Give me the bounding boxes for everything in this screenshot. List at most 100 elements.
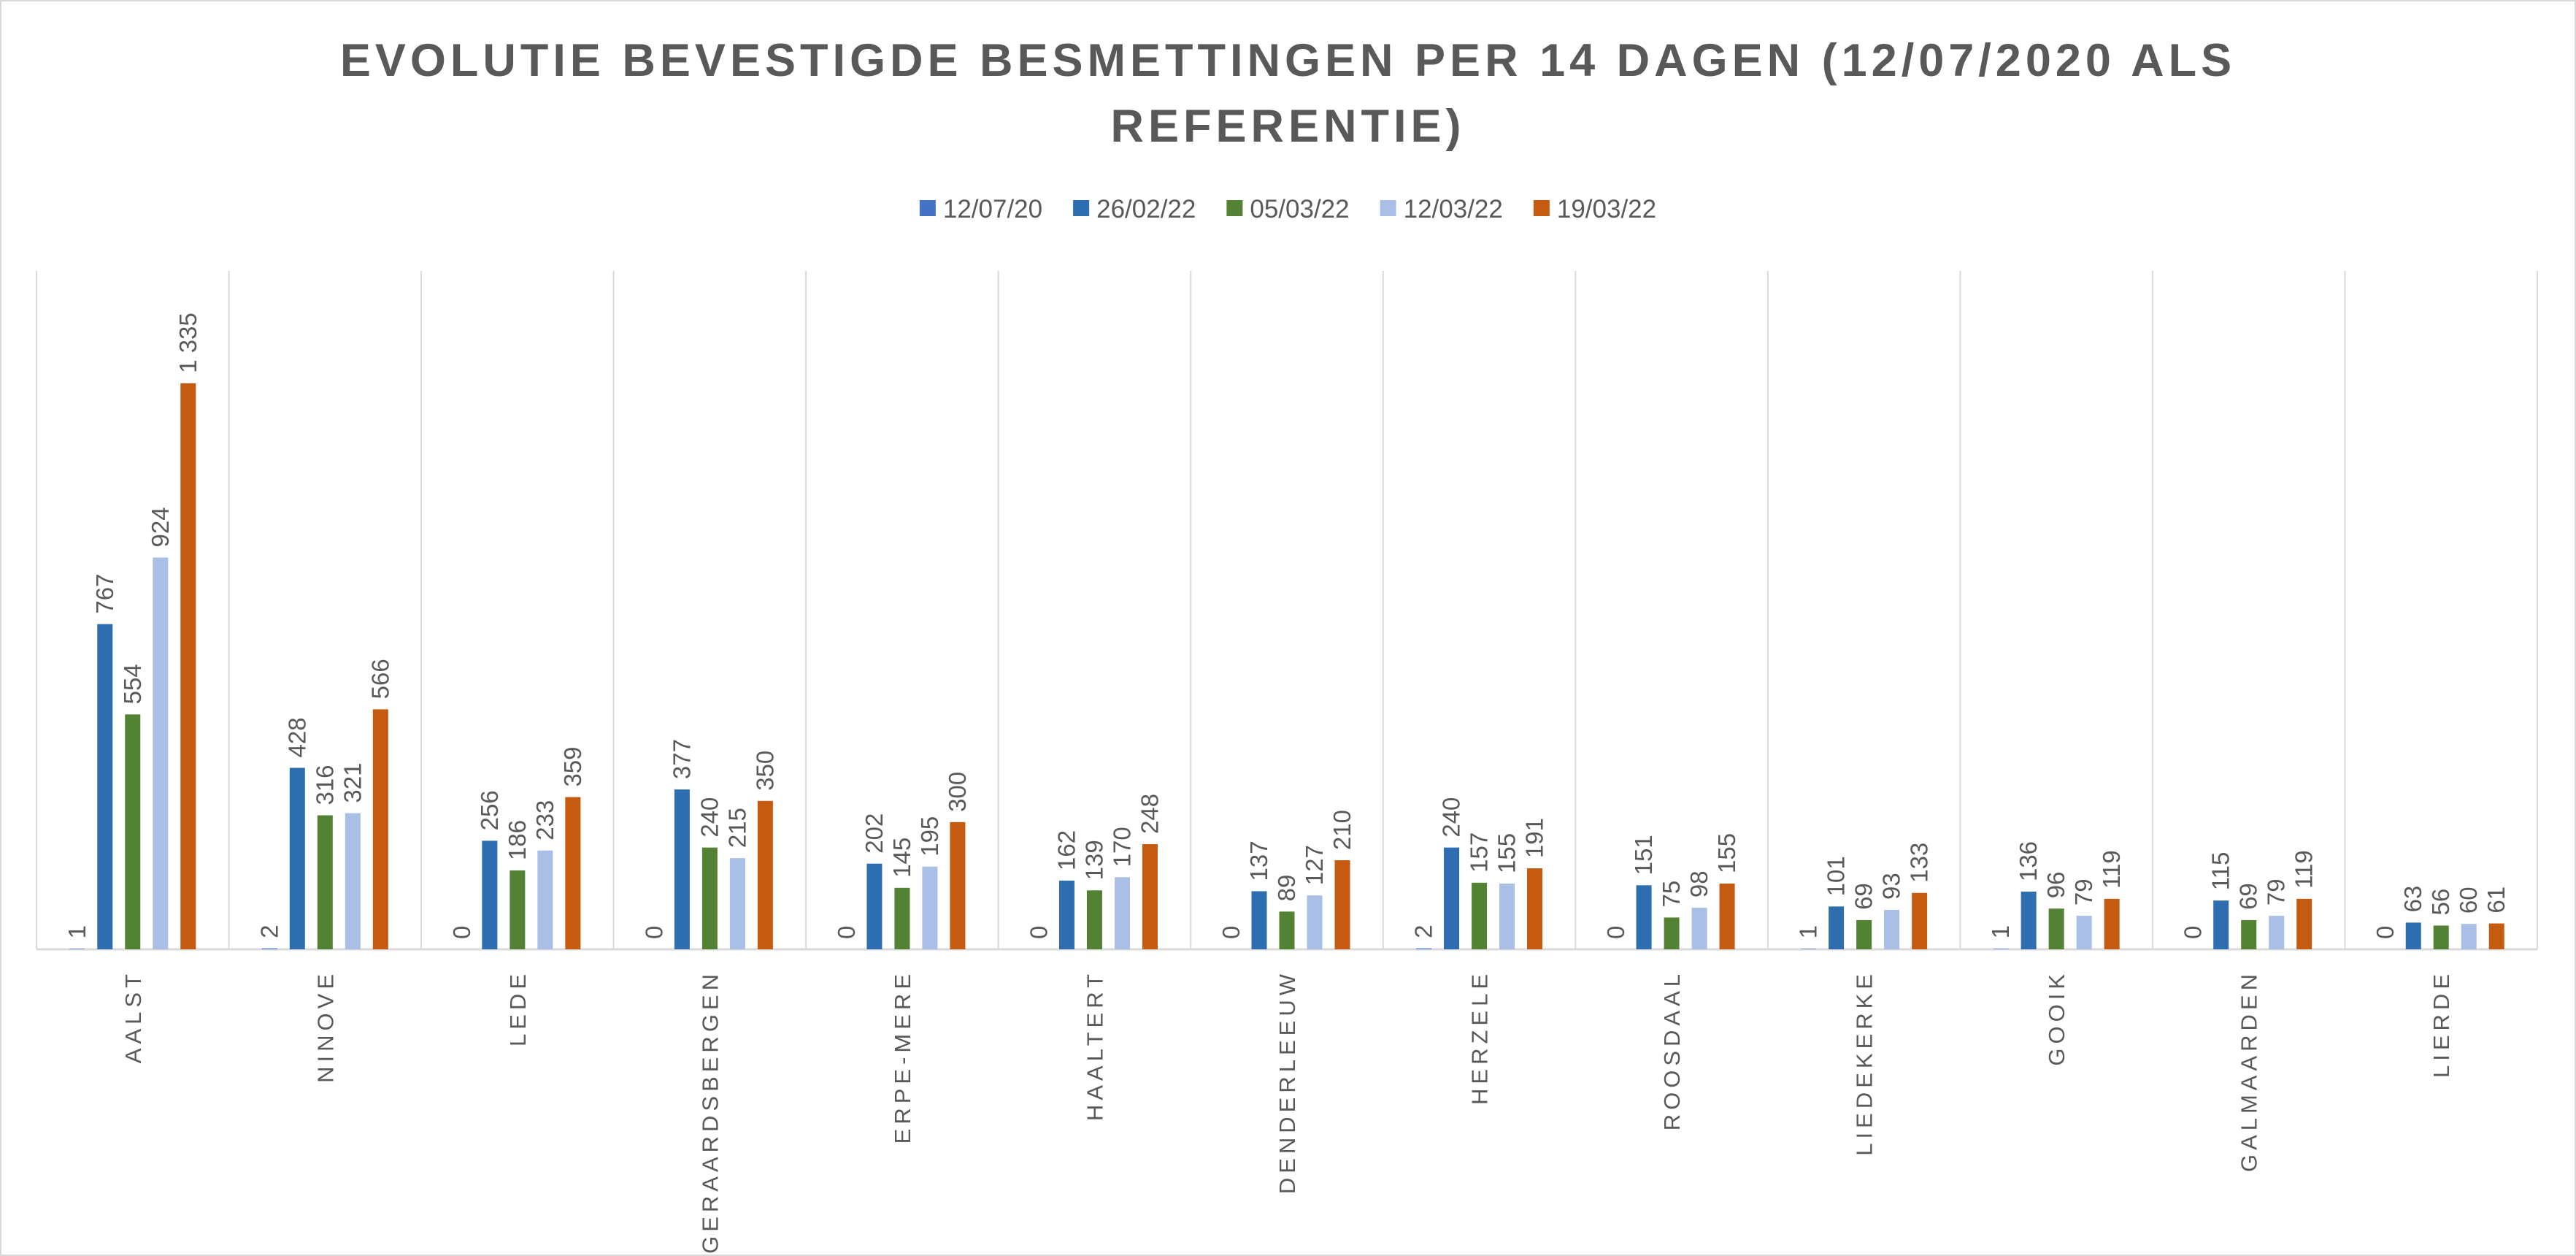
legend-swatch: [1226, 200, 1243, 216]
bar: [317, 815, 333, 949]
x-tick-label: NINOVE: [312, 970, 338, 1083]
data-label: 155: [1713, 833, 1740, 873]
x-tick-label: GERAARDSBERGEN: [697, 970, 723, 1254]
bar: [1279, 911, 1295, 949]
bar: [894, 887, 910, 949]
legend-swatch: [1533, 200, 1550, 216]
data-label: 115: [2207, 852, 2234, 891]
data-label: 554: [119, 664, 146, 704]
data-label: 139: [1080, 840, 1107, 880]
bar: [2488, 923, 2504, 949]
bar: [1472, 882, 1488, 949]
data-label: 79: [2070, 878, 2097, 905]
bar: [866, 863, 883, 949]
data-label: 155: [1493, 833, 1520, 873]
data-label: 233: [531, 800, 558, 840]
x-tick-label: HERZELE: [1467, 970, 1493, 1105]
legend: 12/07/20 26/02/22 05/03/22 12/03/22 19/03/22: [919, 195, 1656, 223]
data-label: 377: [668, 739, 695, 779]
bar: [345, 813, 361, 949]
data-label: 79: [2263, 878, 2290, 905]
data-label: 133: [1906, 843, 1933, 883]
data-label: 136: [2015, 841, 2042, 881]
bar: [2269, 916, 2285, 949]
data-label: 350: [751, 751, 778, 791]
bar: [289, 767, 305, 949]
bar: [537, 850, 553, 949]
data-label: 119: [2098, 850, 2125, 889]
bar: [1086, 890, 1102, 949]
bar: [1058, 880, 1074, 949]
bar: [1251, 891, 1267, 949]
x-tick-label: HAALTERT: [1082, 970, 1107, 1121]
data-label: 186: [504, 820, 531, 860]
bar: [674, 789, 690, 949]
data-label: 89: [1273, 875, 1300, 902]
data-label: 157: [1466, 832, 1493, 873]
bar: [1142, 844, 1158, 949]
data-label: 240: [1438, 797, 1465, 838]
bar: [372, 709, 388, 949]
x-tick-label: GALMAARDEN: [2237, 970, 2262, 1172]
x-tick-label: LIEDEKERKE: [1852, 970, 1877, 1156]
bar: [153, 557, 169, 949]
data-label: 316: [311, 765, 338, 805]
legend-label: 26/02/22: [1096, 195, 1196, 223]
data-label: 127: [1301, 845, 1328, 885]
bar: [1636, 885, 1652, 949]
data-label: 300: [944, 772, 971, 812]
data-label: 162: [1053, 830, 1080, 870]
legend-label: 12/07/20: [943, 195, 1042, 223]
data-label: 2: [1410, 924, 1437, 938]
data-label: 202: [861, 813, 888, 854]
bar: [1719, 884, 1735, 949]
data-label: 359: [559, 746, 586, 786]
x-tick-label: GOOIK: [2044, 970, 2069, 1066]
data-label: 56: [2427, 889, 2454, 916]
data-label: 93: [1878, 873, 1905, 900]
bar: [1664, 917, 1680, 949]
data-label: 75: [1658, 881, 1685, 908]
bar: [1527, 868, 1543, 949]
bar: [1334, 860, 1350, 949]
bar: [565, 797, 581, 949]
data-label: 0: [448, 926, 475, 939]
bar: [701, 847, 718, 949]
bar: [482, 840, 498, 949]
bar: [125, 714, 141, 949]
bar: [510, 870, 526, 949]
data-label: 248: [1136, 794, 1163, 834]
data-label: 566: [366, 659, 393, 699]
data-label: 195: [916, 816, 943, 857]
data-label: 170: [1108, 827, 1135, 867]
x-tick-label: AALST: [120, 970, 146, 1063]
bar: [2021, 892, 2037, 949]
legend-swatch: [919, 200, 936, 216]
data-label: 924: [147, 507, 174, 547]
data-label: 256: [476, 790, 503, 830]
data-label: 69: [1850, 883, 1877, 910]
x-tick-label: LIERDE: [2429, 970, 2454, 1078]
bar: [1307, 895, 1323, 949]
bar: [2241, 919, 2257, 949]
bar: [97, 624, 113, 949]
legend-swatch: [1380, 200, 1396, 216]
data-label: 0: [833, 926, 860, 939]
bar: [2104, 898, 2120, 949]
bar: [1912, 892, 1928, 949]
legend-label: 12/03/22: [1404, 195, 1503, 223]
bar: [1114, 877, 1130, 949]
data-label: 0: [640, 926, 667, 939]
bar: [180, 383, 196, 949]
x-tick-label: DENDERLEEUW: [1274, 970, 1300, 1194]
data-label: 151: [1630, 835, 1657, 875]
bar: [2433, 925, 2449, 949]
bar: [2296, 898, 2312, 949]
data-label: 60: [2455, 887, 2482, 914]
data-label: 0: [2372, 926, 2399, 939]
bar: [2213, 900, 2229, 949]
data-label: 321: [339, 763, 366, 803]
data-label: 1: [1987, 925, 2014, 938]
data-label: 2: [255, 924, 282, 938]
